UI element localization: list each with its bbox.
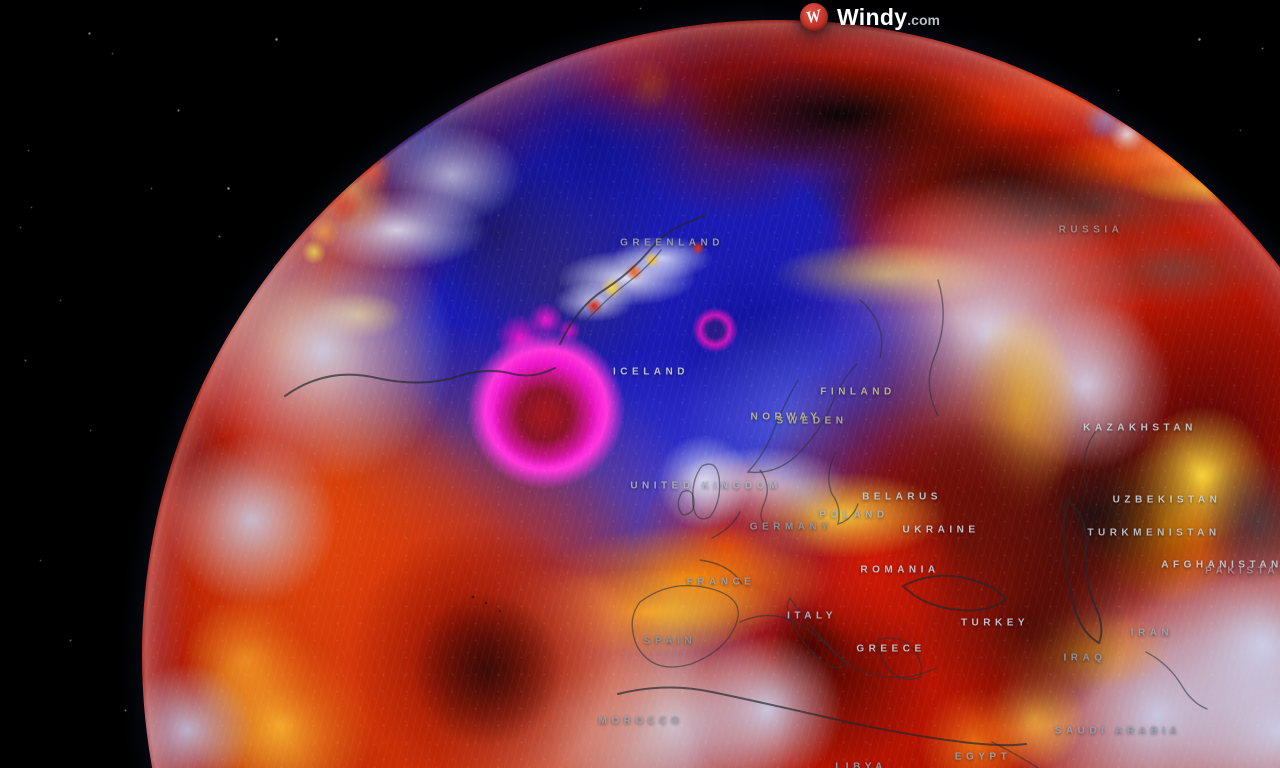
windy-wordmark: Windy .com — [837, 4, 940, 31]
earth-globe[interactable]: GREENLAND ICELAND FINLAND NORWAY SWEDEN UNITE… — [142, 20, 1280, 768]
starfield — [0, 0, 1, 1]
windy-logo[interactable]: W Windy .com — [800, 3, 940, 31]
brand-tld: .com — [907, 11, 940, 28]
windy-swirl-icon: W — [800, 3, 828, 31]
windy-w-glyph: W — [804, 5, 824, 27]
brand-name: Windy — [837, 3, 908, 30]
country-borders-overlay — [284, 214, 1208, 768]
